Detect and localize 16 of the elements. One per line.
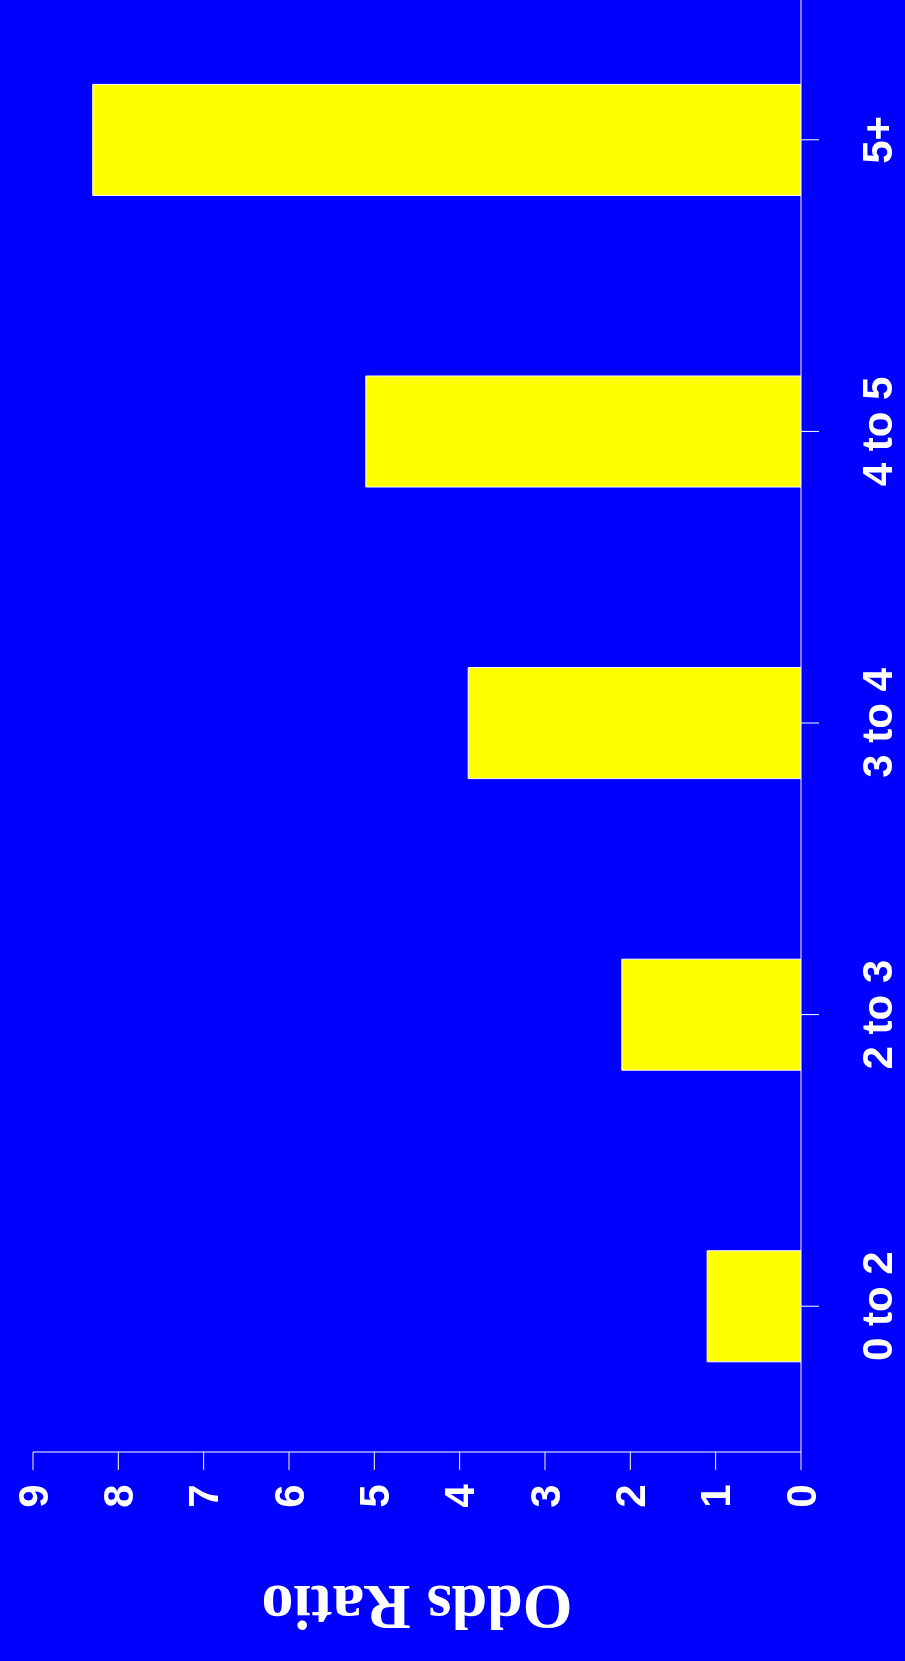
x-tick-label: 8 [94, 1484, 142, 1508]
x-tick-label: 4 [436, 1483, 484, 1508]
y-tick-label: 2 to 3 [853, 959, 901, 1070]
y-tick-label: 0 to 2 [853, 1251, 901, 1362]
x-tick-label: 3 [521, 1484, 569, 1508]
x-tick-label: 5 [350, 1484, 398, 1508]
x-tick-label: 0 [777, 1484, 825, 1508]
x-tick-label: 9 [9, 1484, 57, 1508]
x-tick-label: 7 [180, 1484, 228, 1508]
y-tick-label: 4 to 5 [853, 376, 901, 487]
x-tick-label: 2 [606, 1484, 654, 1508]
x-tick-label: 1 [692, 1484, 740, 1508]
y-tick-label: 3 to 4 [853, 667, 901, 778]
y-tick-label: 5+ [853, 115, 901, 164]
x-axis-title: Odds Ratio [261, 1572, 573, 1643]
x-tick-label: 6 [265, 1484, 313, 1508]
